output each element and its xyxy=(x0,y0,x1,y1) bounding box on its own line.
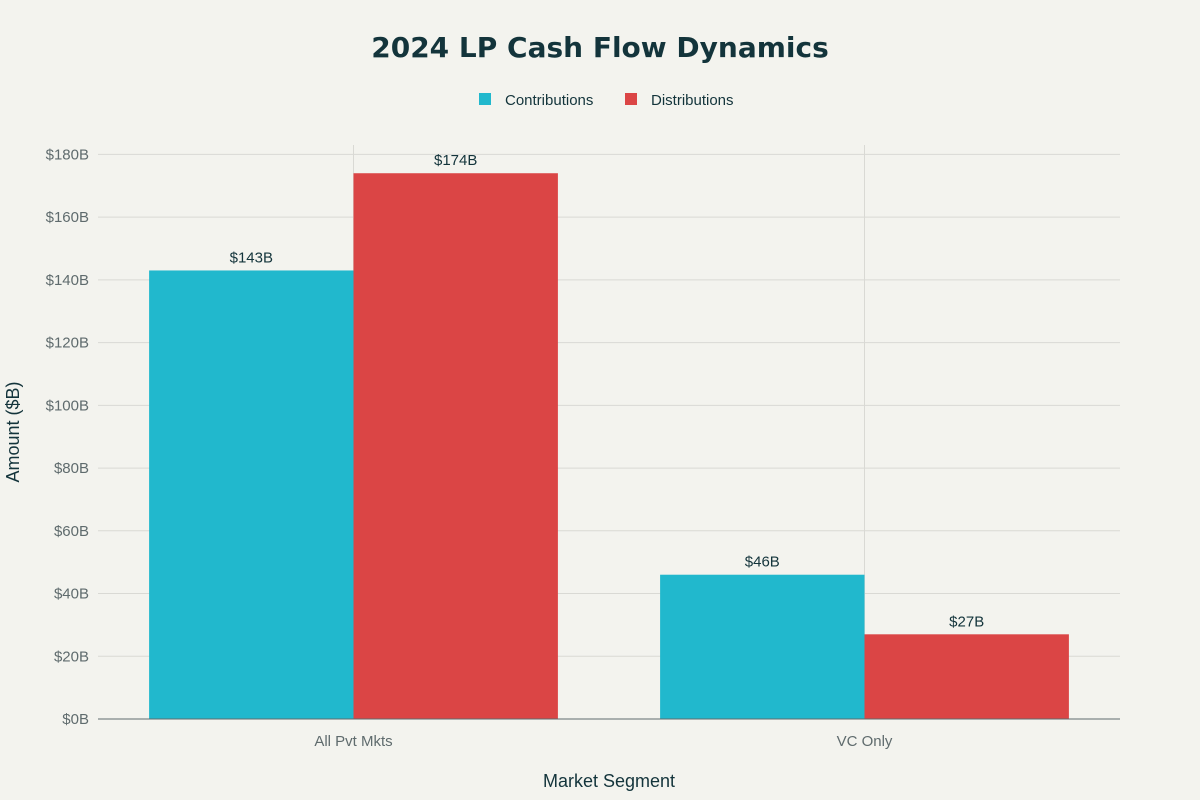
bar-contributions xyxy=(149,270,354,719)
y-tick-label: $40B xyxy=(54,586,89,603)
legend: Contributions Distributions xyxy=(479,92,734,109)
x-axis-title: Market Segment xyxy=(543,771,675,791)
x-tick-label: VC Only xyxy=(837,733,893,750)
y-tick-label: $20B xyxy=(54,648,89,665)
y-tick-label: $120B xyxy=(46,335,89,352)
x-axis-ticks: All Pvt Mkts VC Only xyxy=(314,733,893,750)
y-tick-label: $80B xyxy=(54,460,89,477)
y-tick-label: $140B xyxy=(46,272,89,289)
data-label: $46B xyxy=(745,554,780,571)
chart-title: 2024 LP Cash Flow Dynamics xyxy=(371,31,829,64)
legend-label: Contributions xyxy=(505,92,593,109)
bar-distributions xyxy=(353,173,558,720)
bar-contributions xyxy=(660,574,865,719)
data-label: $27B xyxy=(949,613,984,630)
y-tick-label: $180B xyxy=(46,146,89,163)
bar-distributions xyxy=(864,634,1069,719)
x-tick-label: All Pvt Mkts xyxy=(314,733,392,750)
bars: $143B $174B $46B $27B xyxy=(98,152,1120,720)
y-axis-title: Amount ($B) xyxy=(3,381,23,482)
legend-label: Distributions xyxy=(651,92,734,109)
data-label: $143B xyxy=(230,249,273,266)
y-tick-label: $100B xyxy=(46,397,89,414)
y-tick-label: $160B xyxy=(46,209,89,226)
legend-swatch-contributions xyxy=(479,93,491,105)
legend-swatch-distributions xyxy=(625,93,637,105)
y-tick-label: $60B xyxy=(54,523,89,540)
data-label: $174B xyxy=(434,152,477,169)
y-tick-label: $0B xyxy=(62,711,89,728)
